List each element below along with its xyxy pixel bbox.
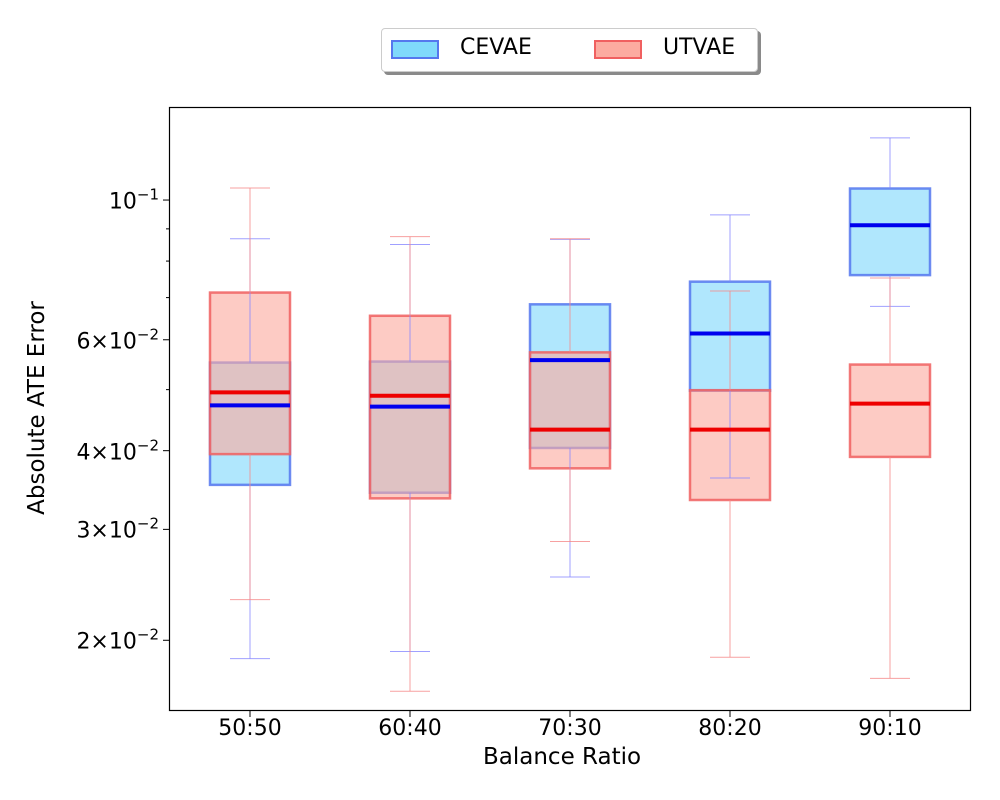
- y-tick-label-3: 3×10−2: [76, 514, 159, 544]
- y-tick-label-0: 10−1: [108, 185, 159, 215]
- legend-label-utvae: UTVAE: [663, 35, 736, 60]
- legend-swatch-cevae: [391, 40, 439, 59]
- utvae-box-4: [848, 363, 932, 459]
- y-tick-label-2: 4×10−2: [76, 436, 159, 466]
- boxes-layer: [208, 137, 932, 692]
- x-tick-label-4: 90:10: [858, 716, 922, 741]
- axes-layer: [163, 199, 891, 717]
- x-tick-label-2: 70:30: [538, 716, 602, 741]
- x-tick-label-0: 50:50: [218, 716, 282, 741]
- legend-label-cevae: CEVAE: [460, 35, 532, 60]
- x-axis-title: Balance Ratio: [483, 744, 642, 770]
- y-tick-label-1: 6×10−2: [76, 325, 159, 355]
- y-tick-label-4: 2×10−2: [76, 625, 159, 655]
- y-axis-title: Absolute ATE Error: [24, 301, 50, 515]
- cevae-box-4: [848, 187, 932, 277]
- x-tick-label-3: 80:20: [698, 716, 762, 741]
- x-tick-label-1: 60:40: [378, 716, 442, 741]
- legend: CEVAE UTVAE: [381, 28, 758, 72]
- legend-swatch-utvae: [594, 40, 642, 59]
